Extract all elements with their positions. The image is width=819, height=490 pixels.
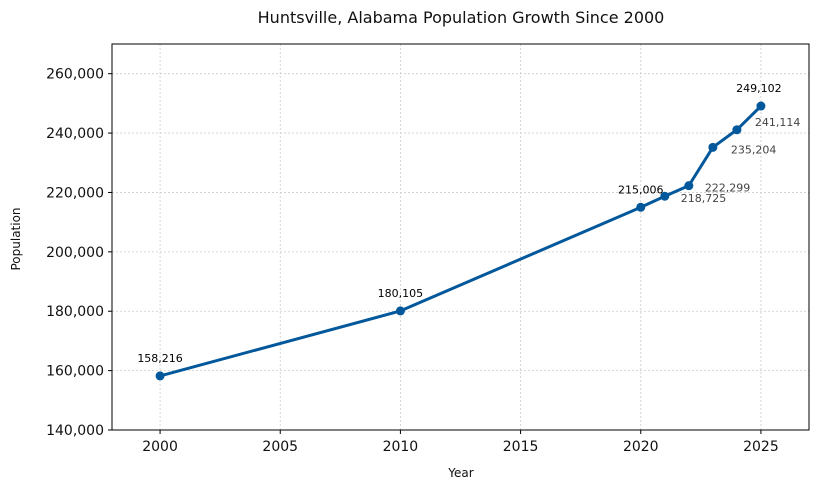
data-point bbox=[708, 142, 718, 152]
y-axis-label: Population bbox=[9, 207, 23, 270]
x-tick-label: 2025 bbox=[743, 439, 779, 455]
plot-frame bbox=[111, 43, 810, 431]
data-point bbox=[732, 125, 742, 135]
y-axis: 140,000 160,000 180,000 200,000 220,000 240,0… bbox=[46, 67, 112, 439]
y-tick-label: 200,000 bbox=[46, 245, 104, 261]
data-point bbox=[660, 191, 670, 201]
data-point bbox=[155, 371, 165, 381]
x-axis-label: Year bbox=[447, 466, 473, 480]
x-tick-label: 2000 bbox=[142, 439, 178, 455]
y-tick-label: 160,000 bbox=[46, 364, 104, 380]
series-layer bbox=[155, 101, 766, 381]
x-axis: 2000 2005 2010 2015 2020 2025 bbox=[142, 430, 779, 455]
data-point bbox=[395, 306, 405, 316]
data-label: 218,725 bbox=[681, 192, 727, 205]
data-point bbox=[636, 202, 646, 212]
data-label: 235,204 bbox=[731, 143, 777, 156]
x-tick-label: 2005 bbox=[262, 439, 298, 455]
y-tick-label: 240,000 bbox=[46, 126, 104, 142]
data-point bbox=[756, 101, 766, 111]
y-tick-label: 260,000 bbox=[46, 67, 104, 83]
data-label: 158,216 bbox=[137, 352, 183, 365]
data-label: 249,102 bbox=[736, 82, 782, 95]
data-label: 222,299 bbox=[705, 182, 751, 195]
series-line bbox=[159, 104, 762, 378]
y-tick-label: 220,000 bbox=[46, 185, 104, 201]
data-label: 241,114 bbox=[755, 116, 801, 129]
x-tick-label: 2020 bbox=[623, 439, 659, 455]
data-label: 180,105 bbox=[378, 287, 424, 300]
data-point bbox=[684, 181, 694, 191]
y-tick-label: 140,000 bbox=[46, 423, 104, 439]
data-label: 215,006 bbox=[618, 183, 664, 196]
x-tick-label: 2010 bbox=[383, 439, 419, 455]
y-tick-label: 180,000 bbox=[46, 304, 104, 320]
x-tick-label: 2015 bbox=[503, 439, 539, 455]
chart-title: Huntsville, Alabama Population Growth Si… bbox=[258, 8, 665, 27]
gridlines bbox=[112, 44, 809, 431]
